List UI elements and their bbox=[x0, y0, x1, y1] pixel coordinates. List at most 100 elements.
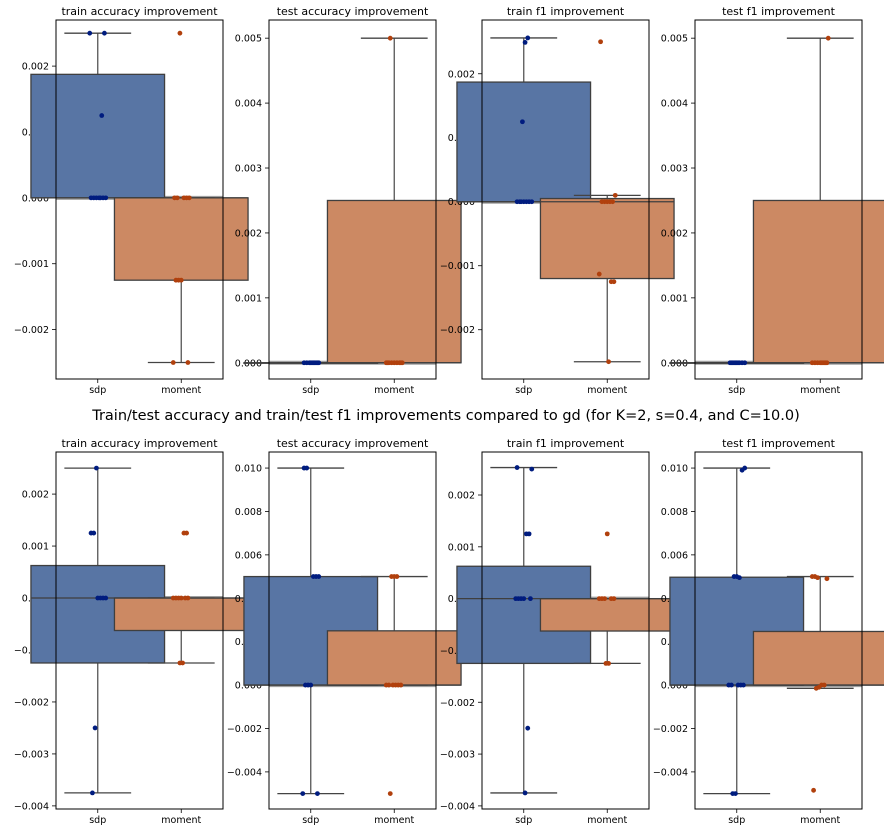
axes-frame bbox=[481, 19, 650, 380]
data-point bbox=[824, 576, 830, 582]
y-tick-label: −0.002 bbox=[440, 325, 475, 336]
data-point bbox=[735, 682, 741, 688]
y-tick-label: 0.001 bbox=[661, 293, 688, 304]
data-point bbox=[383, 360, 389, 366]
data-point bbox=[383, 682, 389, 688]
y-tick-label: −0.002 bbox=[227, 724, 262, 735]
x-tick-label: sdp bbox=[302, 815, 319, 826]
y-tick-label: −0.002 bbox=[14, 697, 49, 708]
y-tick-label: 0.001 bbox=[235, 293, 262, 304]
data-point bbox=[88, 530, 94, 536]
data-point bbox=[809, 574, 815, 579]
box-iqr bbox=[30, 73, 166, 199]
data-point bbox=[95, 595, 101, 601]
data-point bbox=[522, 790, 528, 796]
data-point bbox=[596, 271, 602, 277]
box-iqr bbox=[113, 597, 249, 632]
data-point bbox=[102, 30, 107, 36]
data-point bbox=[518, 199, 524, 205]
axes-frame bbox=[481, 451, 650, 810]
x-tick-label: sdp bbox=[302, 385, 319, 396]
data-point bbox=[731, 574, 737, 579]
data-point bbox=[739, 467, 745, 473]
y-tick-label: 0.000 bbox=[235, 681, 262, 692]
subplot-title: train f1 improvement bbox=[507, 437, 625, 450]
data-point bbox=[90, 790, 95, 796]
data-point bbox=[608, 279, 614, 285]
data-point bbox=[596, 596, 602, 602]
data-point bbox=[726, 682, 732, 688]
x-tick-label: sdp bbox=[728, 385, 745, 396]
data-point bbox=[608, 596, 614, 602]
box-moment bbox=[539, 39, 675, 365]
data-point bbox=[170, 360, 176, 365]
data-point bbox=[528, 596, 533, 602]
x-tick-label: moment bbox=[587, 385, 627, 396]
y-tick-label: −0.004 bbox=[440, 801, 475, 812]
data-point bbox=[525, 725, 531, 731]
data-point bbox=[811, 787, 816, 793]
y-tick-label: −0.003 bbox=[14, 749, 49, 760]
data-point bbox=[181, 195, 187, 201]
y-tick-label: 0.004 bbox=[235, 99, 262, 110]
box-moment bbox=[326, 35, 462, 366]
box-iqr bbox=[752, 199, 884, 364]
data-point bbox=[181, 530, 187, 536]
y-tick-label: −0.002 bbox=[14, 325, 49, 336]
x-tick-label: moment bbox=[161, 815, 201, 826]
data-point bbox=[87, 30, 93, 36]
data-point bbox=[390, 682, 396, 688]
y-tick-label: 0.004 bbox=[661, 99, 688, 110]
box-sdp bbox=[30, 30, 166, 201]
data-point bbox=[809, 360, 815, 366]
subplot-7: train f1 improvement−0.004−0.003−0.002−0… bbox=[440, 437, 675, 826]
data-point bbox=[301, 465, 307, 471]
data-point bbox=[170, 595, 176, 601]
data-point bbox=[825, 35, 831, 41]
box-iqr bbox=[539, 197, 675, 280]
y-tick-label: −0.003 bbox=[440, 750, 475, 761]
y-tick-label: 0.002 bbox=[661, 228, 688, 239]
box-moment bbox=[113, 30, 249, 365]
axes-frame bbox=[55, 451, 224, 810]
data-point bbox=[729, 360, 734, 366]
axes-frame bbox=[268, 451, 437, 810]
subplot-3: train f1 improvement −0.002 −0.001 0.000 0.0… bbox=[440, 5, 675, 396]
y-tick-label: 0.008 bbox=[235, 507, 262, 518]
x-tick-label: moment bbox=[374, 385, 414, 396]
data-point bbox=[387, 791, 393, 796]
data-point bbox=[177, 660, 183, 666]
data-point bbox=[612, 192, 618, 198]
y-tick-label: 0.010 bbox=[661, 464, 688, 475]
data-point bbox=[389, 574, 394, 579]
box-sdp bbox=[456, 465, 592, 796]
subplot-title: test accuracy improvement bbox=[277, 5, 429, 18]
y-tick-label: −0.002 bbox=[653, 724, 688, 735]
data-point bbox=[308, 360, 314, 366]
data-point bbox=[311, 574, 316, 579]
box-sdp bbox=[669, 465, 805, 796]
data-point bbox=[819, 360, 824, 366]
y-tick-label: −0.001 bbox=[14, 259, 49, 270]
box-iqr bbox=[326, 199, 462, 364]
y-tick-label: −0.001 bbox=[440, 261, 475, 272]
box-iqr bbox=[752, 630, 884, 686]
data-point bbox=[598, 39, 603, 45]
y-tick-label: 0.003 bbox=[661, 164, 688, 175]
subplot-4: test f1 improvement0.0000.0010.0020.0030… bbox=[661, 5, 884, 396]
data-point bbox=[525, 35, 531, 41]
data-point bbox=[599, 199, 605, 205]
y-tick-label: −0.002 bbox=[440, 698, 475, 709]
x-tick-label: sdp bbox=[89, 815, 106, 826]
y-tick-label: 0.005 bbox=[661, 34, 688, 45]
x-tick-label: moment bbox=[800, 385, 840, 396]
y-tick-label: 0.006 bbox=[235, 550, 262, 561]
subplot-title: test f1 improvement bbox=[722, 5, 835, 18]
y-tick-label: 0.000 bbox=[661, 681, 688, 692]
y-tick-label: −0.004 bbox=[227, 767, 262, 778]
data-point bbox=[603, 661, 609, 666]
subplot-title: test f1 improvement bbox=[722, 437, 835, 450]
y-tick-label: 0.003 bbox=[235, 164, 262, 175]
box-iqr bbox=[539, 597, 675, 632]
subplot-2: test accuracy improvement0.0000.0010.002… bbox=[235, 5, 462, 396]
